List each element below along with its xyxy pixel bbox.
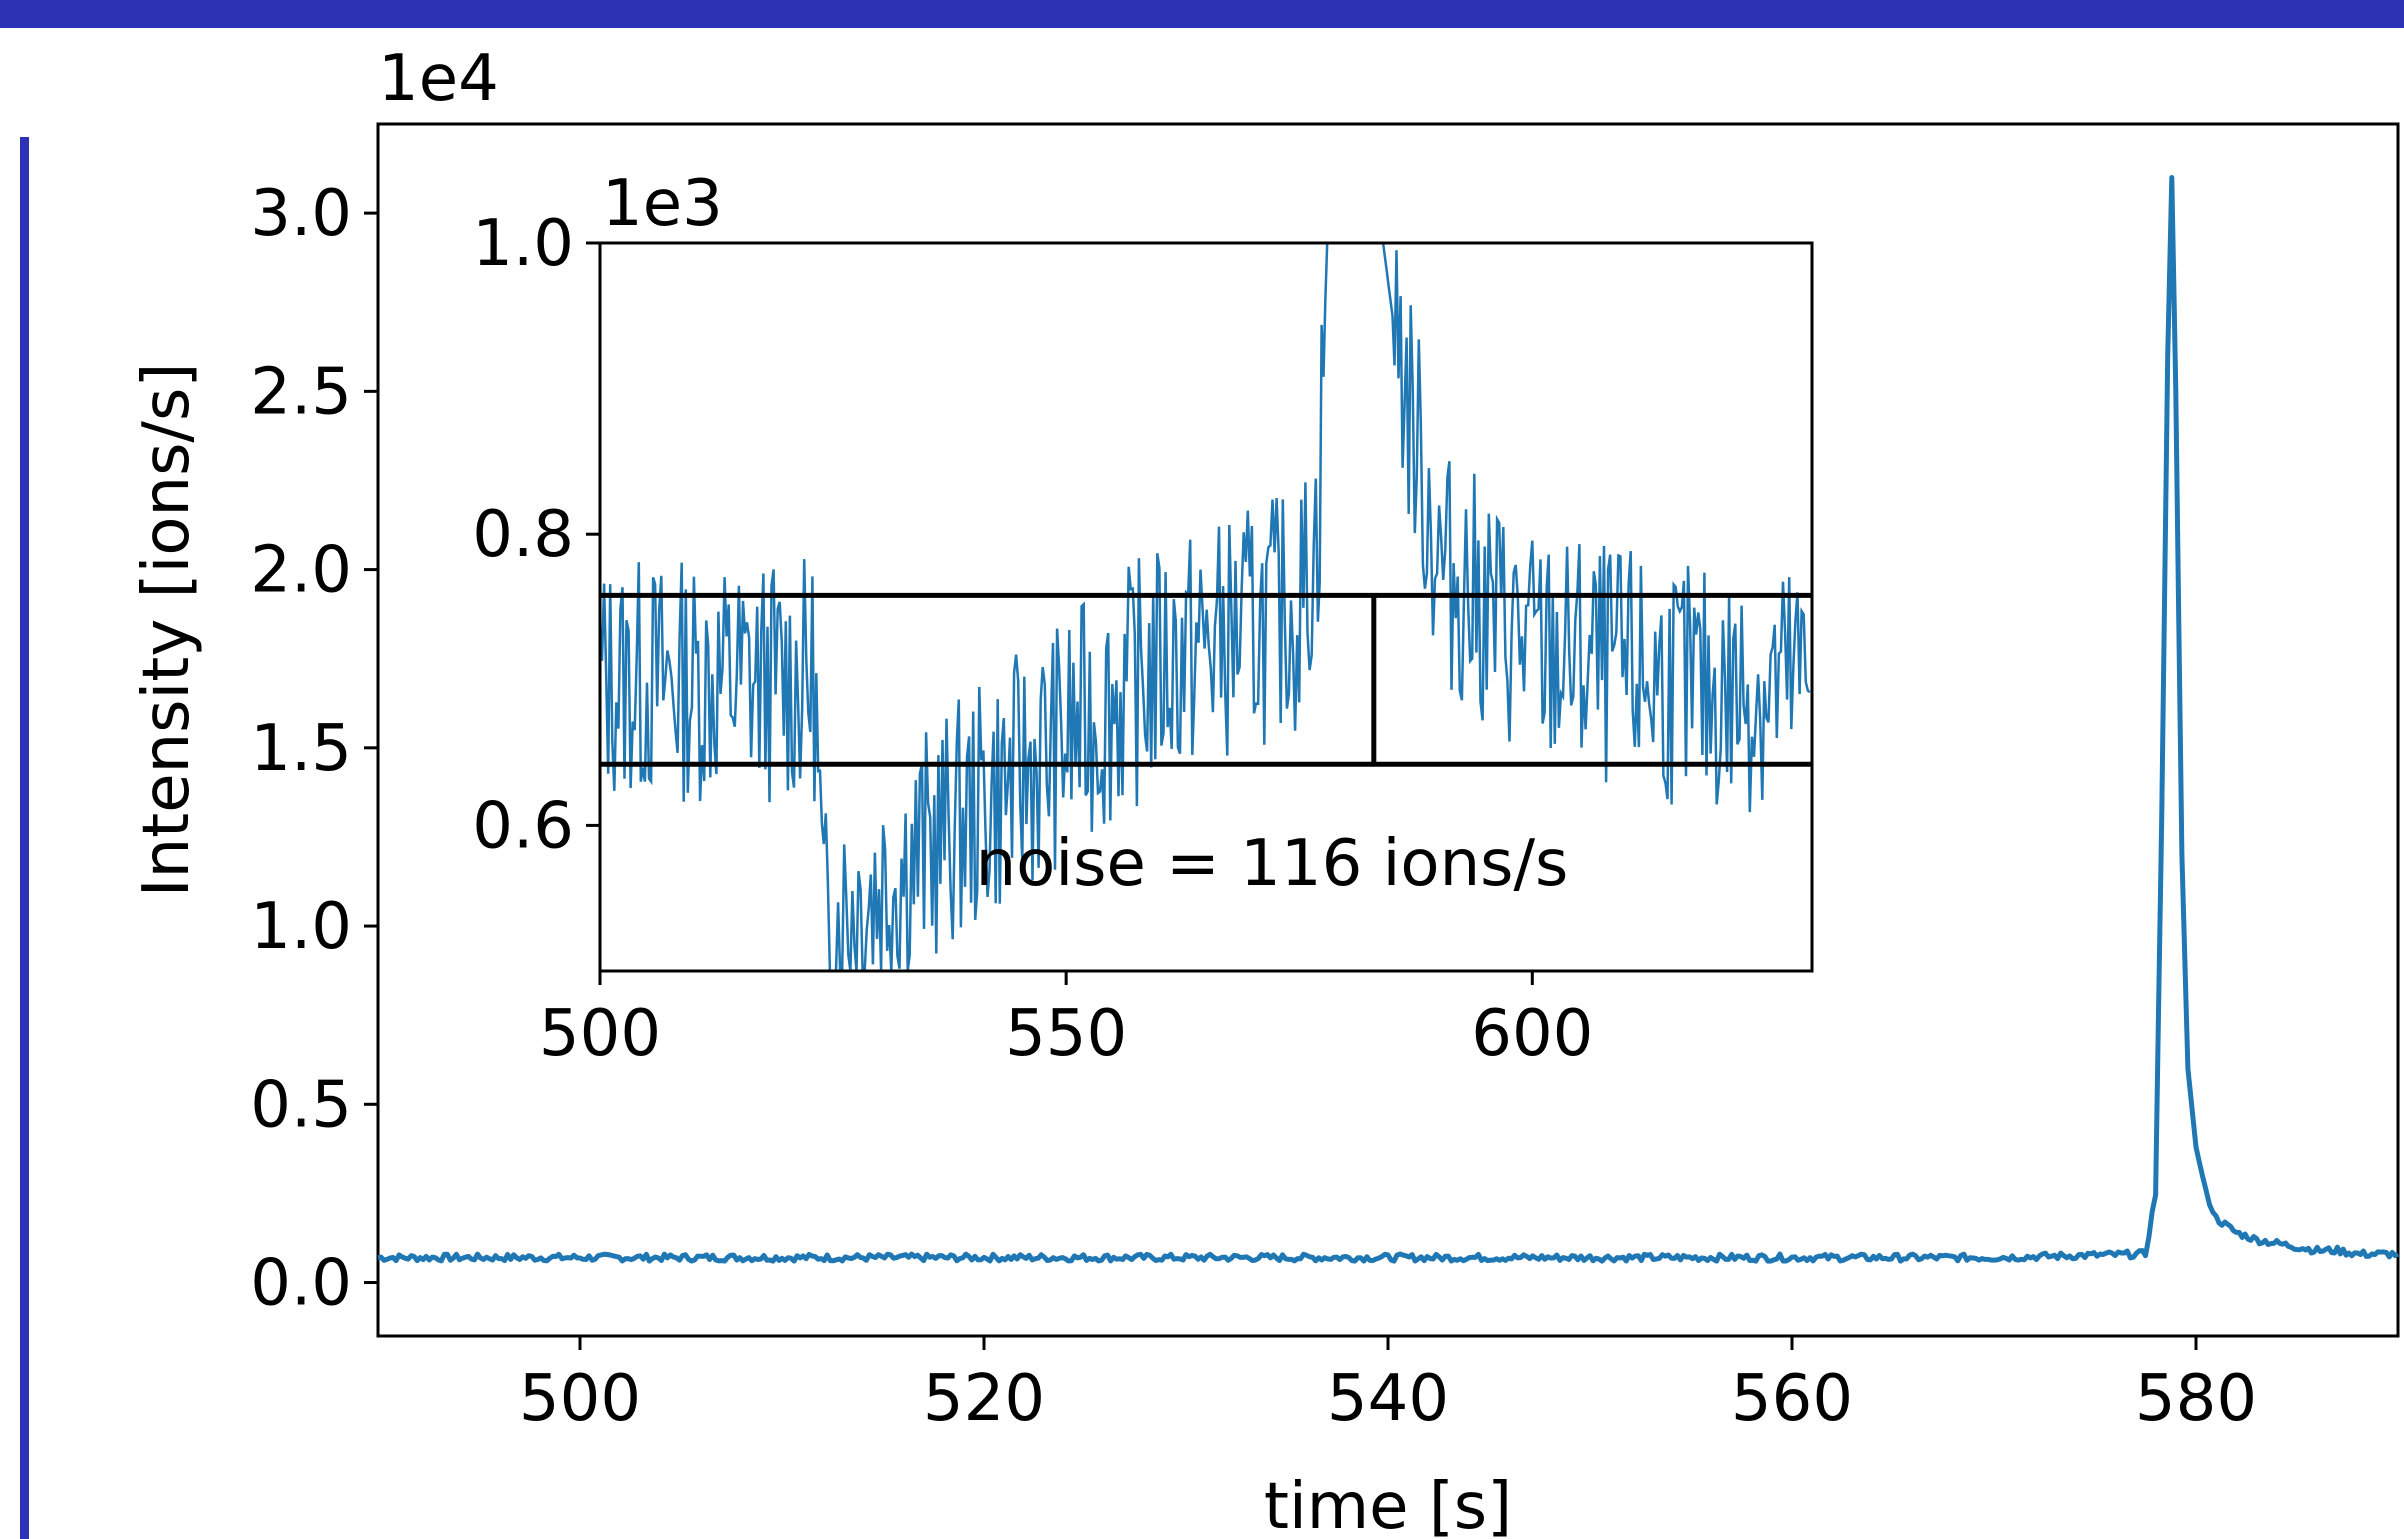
inset-background [600,243,1812,971]
main-y-axis-label: Intensity [ions/s] [130,363,204,898]
inset-noise-annotation: noise = 116 ions/s [976,827,1569,901]
main-axes: 1e4 Intensity [ions/s] time [s] 500 520 54… [130,42,2400,1539]
inset-y-tick-label: 0.8 [472,498,574,572]
top-frame-bar [0,0,2404,28]
inset-y-scale-label: 1e3 [602,167,723,241]
main-x-tick-label: 500 [519,1362,641,1436]
main-y-tick-label: 0.0 [250,1247,352,1321]
left-frame-bar [20,137,29,1539]
main-x-tick-label: 540 [1327,1362,1449,1436]
inset-x-ticks: 500 550 600 [539,971,1593,1071]
inset-x-tick-label: 550 [1005,997,1127,1071]
main-x-tick-label: 580 [2135,1362,2257,1436]
main-y-tick-label: 0.5 [250,1068,352,1142]
inset-axes: 1e3 noise = 116 ions/s 500 550 600 0.6 0.8 1… [472,167,1814,1071]
inset-x-tick-label: 600 [1471,997,1593,1071]
main-y-scale-label: 1e4 [378,42,499,116]
main-y-tick-label: 3.0 [250,177,352,251]
inset-y-tick-label: 1.0 [472,207,574,281]
main-y-tick-label: 2.0 [250,534,352,608]
inset-series-line [598,241,1811,973]
main-y-tick-label: 1.5 [250,712,352,786]
inset-plot-frame [598,241,1814,973]
main-x-ticks: 500 520 540 560 580 [519,1336,2257,1436]
main-y-ticks: 0.0 0.5 1.0 1.5 2.0 2.5 3.0 [250,177,378,1321]
inset-y-tick-label: 0.6 [472,789,574,863]
main-x-axis-label: time [s] [1264,1470,1512,1539]
main-y-tick-label: 1.0 [250,890,352,964]
inset-x-tick-label: 500 [539,997,661,1071]
inset-y-ticks: 0.6 0.8 1.0 [472,207,600,863]
main-x-tick-label: 560 [1731,1362,1853,1436]
main-series-line [377,175,2400,1264]
main-y-tick-label: 2.5 [250,355,352,429]
main-x-tick-label: 520 [923,1362,1045,1436]
